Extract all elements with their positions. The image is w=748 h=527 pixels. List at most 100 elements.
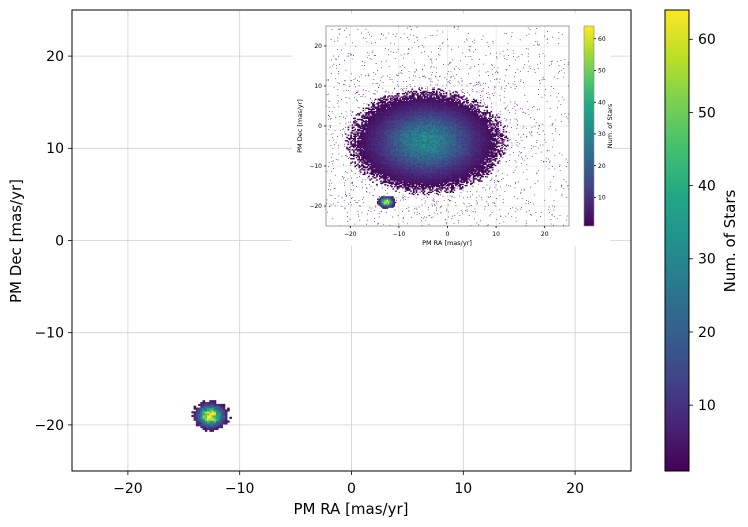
heatmap-cell <box>374 121 377 123</box>
heatmap-cell <box>423 197 425 199</box>
heatmap-cell <box>402 197 404 199</box>
heatmap-cell <box>390 100 392 101</box>
heatmap-cell <box>357 80 358 81</box>
heatmap-cell <box>367 52 369 54</box>
heatmap-cell <box>568 185 569 186</box>
heatmap-cell <box>387 161 389 163</box>
heatmap-cell <box>397 215 399 217</box>
heatmap-cell <box>516 118 518 120</box>
heatmap-cell <box>362 125 365 127</box>
heatmap-cell <box>373 160 376 162</box>
heatmap-cell <box>387 151 389 153</box>
heatmap-cell <box>363 152 366 154</box>
heatmap-cell <box>380 144 382 146</box>
heatmap-cell <box>363 158 366 160</box>
heatmap-cell <box>514 183 516 185</box>
heatmap-cell <box>358 200 360 202</box>
heatmap-cell <box>430 58 431 60</box>
heatmap-cell <box>396 187 399 189</box>
heatmap-cell <box>344 146 346 148</box>
heatmap-cell <box>392 112 395 114</box>
heatmap-cell <box>365 184 367 185</box>
heatmap-cell <box>392 128 395 131</box>
heatmap-cell <box>354 144 357 146</box>
heatmap-cell <box>329 205 331 207</box>
heatmap-cell <box>508 139 510 141</box>
heatmap-cell <box>450 200 452 202</box>
heatmap-cell <box>389 141 392 143</box>
heatmap-cell <box>395 156 397 159</box>
heatmap-cell <box>357 143 359 145</box>
heatmap-cell <box>397 84 398 86</box>
heatmap-cell <box>384 158 386 160</box>
heatmap-cell <box>380 156 382 159</box>
heatmap-cell <box>362 169 365 171</box>
heatmap-cell <box>378 159 381 161</box>
heatmap-cell <box>521 108 523 110</box>
heatmap-cell <box>381 137 384 140</box>
heatmap-cell <box>358 166 361 169</box>
heatmap-cell <box>365 150 367 152</box>
heatmap-cell <box>207 407 210 410</box>
heatmap-cell <box>385 175 388 178</box>
heatmap-cell <box>363 125 366 127</box>
heatmap-cell <box>554 168 556 170</box>
heatmap-cell <box>348 156 350 158</box>
heatmap-cell <box>452 75 454 77</box>
heatmap-cell <box>491 212 493 213</box>
heatmap-cell <box>515 182 516 183</box>
heatmap-cell <box>539 53 540 55</box>
heatmap-cell <box>400 170 403 172</box>
heatmap-cell <box>385 145 388 148</box>
heatmap-cell <box>354 128 357 131</box>
heatmap-cell <box>533 106 535 107</box>
heatmap-cell <box>359 137 362 140</box>
heatmap-cell <box>381 141 384 143</box>
heatmap-cell <box>389 155 392 158</box>
heatmap-cell <box>402 133 404 135</box>
heatmap-cell <box>488 46 490 47</box>
heatmap-cell <box>399 186 401 188</box>
heatmap-cell <box>399 128 401 131</box>
heatmap-cell <box>377 162 380 164</box>
heatmap-cell <box>402 124 404 126</box>
heatmap-cell <box>374 153 377 155</box>
heatmap-cell <box>389 79 391 80</box>
heatmap-cell <box>382 171 385 173</box>
heatmap-cell <box>561 195 563 197</box>
heatmap-cell <box>367 147 370 150</box>
heatmap-cell <box>397 158 400 160</box>
heatmap-cell <box>483 102 485 104</box>
heatmap-cell <box>391 143 393 145</box>
heatmap-cell <box>344 80 346 82</box>
heatmap-cell <box>388 54 389 56</box>
heatmap-cell <box>387 154 389 157</box>
heatmap-cell <box>396 146 399 149</box>
heatmap-cell <box>326 94 328 96</box>
heatmap-cell <box>361 159 363 161</box>
heatmap-cell <box>431 62 433 64</box>
heatmap-cell <box>366 124 369 126</box>
heatmap-cell <box>334 174 336 176</box>
heatmap-cell <box>566 166 568 167</box>
heatmap-cell <box>393 112 396 114</box>
heatmap-cell <box>387 105 389 107</box>
heatmap-cell <box>376 110 378 113</box>
heatmap-cell <box>505 108 506 110</box>
heatmap-cell <box>535 152 537 154</box>
heatmap-cell <box>397 102 400 104</box>
heatmap-cell <box>417 37 419 39</box>
heatmap-cell <box>388 158 391 160</box>
heatmap-cell <box>448 81 450 83</box>
heatmap-cell <box>381 134 384 136</box>
heatmap-cell <box>328 125 330 127</box>
heatmap-cell <box>440 212 442 214</box>
heatmap-cell <box>371 207 373 209</box>
heatmap-cell <box>533 203 534 205</box>
heatmap-cell <box>402 159 404 161</box>
heatmap-cell <box>332 153 334 155</box>
heatmap-cell <box>402 178 404 180</box>
heatmap-cell <box>397 115 400 117</box>
heatmap-cell <box>427 188 428 190</box>
heatmap-cell <box>362 134 365 136</box>
